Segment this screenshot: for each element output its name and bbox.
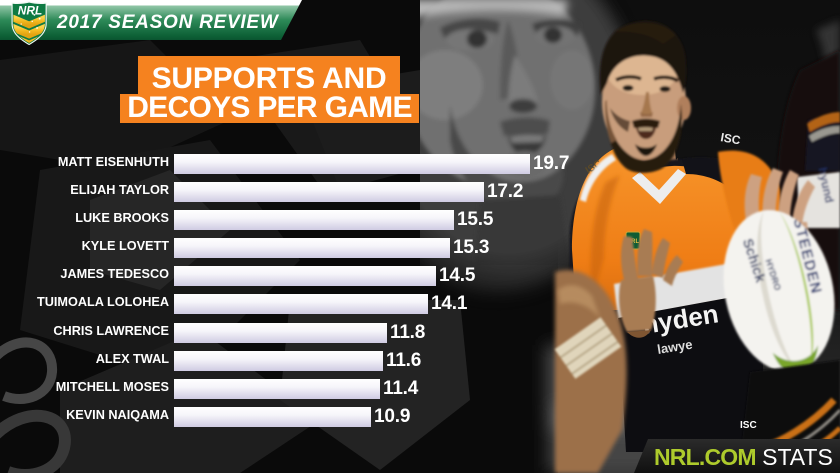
- svg-text:ISC: ISC: [719, 130, 741, 147]
- svg-text:NRL: NRL: [627, 239, 640, 245]
- svg-text:ISC: ISC: [740, 420, 757, 431]
- svg-text:lawye: lawye: [656, 337, 693, 357]
- svg-text:NRL: NRL: [18, 3, 42, 17]
